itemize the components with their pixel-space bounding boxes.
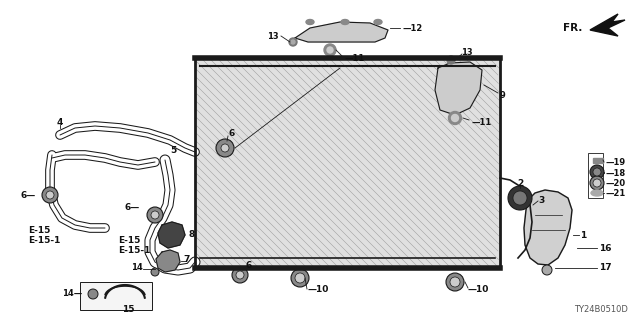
Bar (80, 282, 152, 310)
Text: 3: 3 (538, 196, 544, 204)
Text: 8: 8 (188, 229, 195, 238)
Circle shape (593, 168, 601, 176)
Circle shape (236, 271, 244, 279)
Text: TY24B0510D: TY24B0510D (574, 305, 628, 314)
Text: E-15: E-15 (28, 226, 51, 235)
Text: —21: —21 (605, 188, 625, 197)
Circle shape (446, 273, 464, 291)
Circle shape (295, 273, 305, 283)
Circle shape (88, 289, 98, 299)
Circle shape (590, 176, 604, 190)
Text: 2: 2 (517, 179, 523, 188)
Circle shape (291, 269, 309, 287)
Text: 7: 7 (183, 255, 189, 265)
Text: —10: —10 (307, 285, 328, 294)
Circle shape (327, 47, 333, 53)
Circle shape (447, 56, 455, 64)
Circle shape (449, 111, 461, 124)
Ellipse shape (341, 20, 349, 25)
Text: 17: 17 (599, 263, 612, 273)
Circle shape (508, 186, 532, 210)
Text: 6—: 6— (20, 190, 36, 199)
Text: 6: 6 (245, 260, 252, 269)
Text: —11: —11 (344, 53, 364, 62)
Text: 16: 16 (599, 244, 611, 252)
Text: 15: 15 (122, 306, 134, 315)
Circle shape (147, 207, 163, 223)
Circle shape (542, 265, 552, 275)
Polygon shape (195, 58, 500, 268)
Text: 9: 9 (500, 91, 506, 100)
Text: —18: —18 (605, 169, 625, 178)
Circle shape (513, 191, 527, 205)
Text: —20: —20 (605, 179, 625, 188)
Text: —12: —12 (402, 23, 422, 33)
Text: —11: —11 (471, 117, 492, 126)
Text: E-15: E-15 (118, 236, 140, 244)
Circle shape (151, 211, 159, 219)
Text: E-15-1: E-15-1 (28, 236, 60, 244)
Polygon shape (590, 14, 625, 36)
Polygon shape (524, 190, 572, 265)
Circle shape (593, 179, 601, 187)
Text: —10: —10 (467, 284, 488, 293)
Circle shape (232, 267, 248, 283)
Circle shape (221, 144, 229, 152)
Circle shape (324, 44, 336, 56)
Text: 5: 5 (170, 146, 176, 155)
Circle shape (42, 187, 58, 203)
Polygon shape (158, 222, 185, 248)
Polygon shape (295, 22, 388, 42)
Circle shape (289, 38, 297, 46)
Text: 14: 14 (131, 263, 143, 273)
Text: 1: 1 (580, 230, 586, 239)
Text: E-15-1: E-15-1 (118, 245, 150, 254)
Text: 6: 6 (228, 129, 234, 138)
Polygon shape (156, 250, 180, 272)
Text: FR.: FR. (563, 23, 582, 33)
Ellipse shape (306, 20, 314, 25)
Circle shape (216, 139, 234, 157)
Circle shape (451, 115, 458, 122)
Text: 13: 13 (461, 47, 472, 57)
Text: 13: 13 (268, 31, 279, 41)
Circle shape (46, 191, 54, 199)
Text: —19: —19 (605, 157, 625, 166)
Circle shape (151, 268, 159, 276)
Ellipse shape (374, 20, 382, 25)
Bar (588, 153, 603, 198)
Circle shape (450, 277, 460, 287)
Circle shape (590, 165, 604, 179)
Text: 4: 4 (57, 117, 63, 126)
Bar (593, 158, 603, 163)
Polygon shape (435, 62, 482, 115)
Ellipse shape (591, 190, 603, 196)
Text: 14—: 14— (61, 290, 82, 299)
Circle shape (291, 40, 295, 44)
Text: 6—: 6— (125, 203, 140, 212)
